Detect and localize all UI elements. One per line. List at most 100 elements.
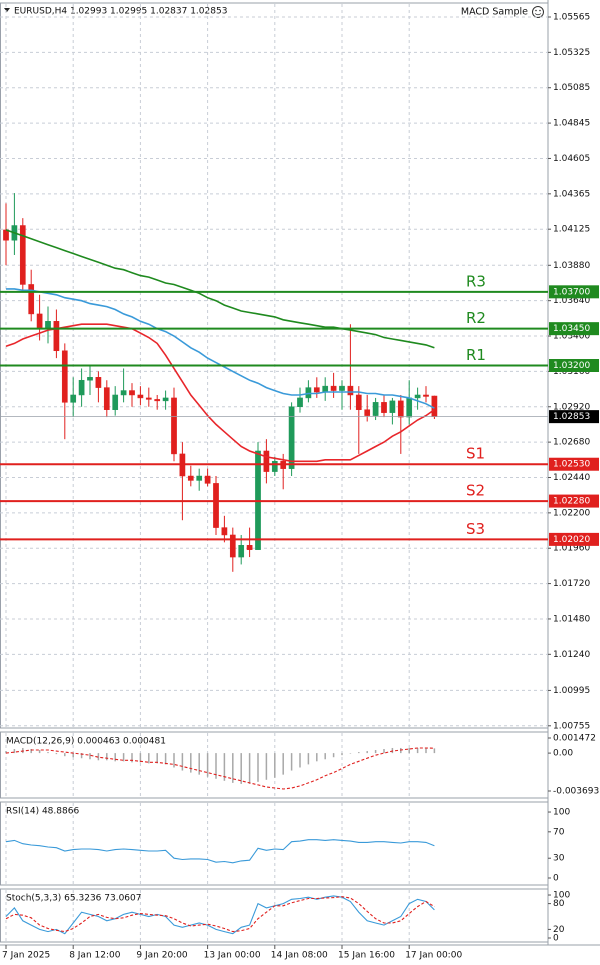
histogram-bar: [374, 750, 377, 754]
histogram-bar: [164, 753, 167, 765]
histogram-bar: [248, 753, 251, 784]
indicator-line: [5, 229, 435, 349]
candle-body: [137, 394, 144, 399]
candle-body: [78, 379, 85, 396]
candle-body: [28, 284, 35, 315]
candle-body: [406, 397, 413, 418]
candle-body: [238, 545, 245, 558]
histogram-bar: [13, 749, 16, 754]
last-price-label: 1.02853: [553, 412, 590, 422]
y-tick-label: 1.01240: [553, 650, 590, 660]
y-tick-label: 1.04845: [553, 119, 590, 129]
y-tick-label: 0.00: [553, 749, 573, 759]
y-tick-label: 1.05565: [553, 12, 590, 22]
histogram-bar: [282, 753, 284, 775]
level-price-box: [549, 494, 599, 508]
candle-body: [103, 387, 110, 410]
candle-body: [112, 394, 119, 410]
level-price-label: 1.03200: [553, 361, 590, 371]
y-tick-label: 70: [553, 827, 565, 837]
candle-body: [171, 397, 177, 455]
level-price-box: [549, 457, 599, 471]
indicator-line: [5, 323, 435, 463]
y-tick-label: 1.04605: [553, 154, 590, 164]
y-tick-label: 1.03880: [553, 261, 590, 271]
histogram-bar: [416, 747, 419, 754]
candle-body: [45, 321, 51, 329]
candle-body: [414, 394, 421, 399]
histogram-bar: [265, 753, 268, 780]
y-tick-label: 100: [553, 808, 570, 818]
y-tick-label: 1.05325: [553, 48, 590, 58]
histogram-bar: [106, 753, 108, 761]
histogram-bar: [97, 753, 100, 761]
expert-name: MACD Sample: [461, 7, 528, 18]
x-tick-label: 14 Jan 08:00: [271, 951, 328, 961]
candle-body: [120, 390, 127, 396]
level-name: S1: [466, 445, 485, 463]
histogram-bar: [358, 752, 360, 754]
candle-body: [372, 402, 379, 416]
histogram-bar: [64, 753, 66, 757]
expert-icon[interactable]: [532, 6, 544, 18]
candle-body: [129, 390, 135, 396]
indicator-title: Stoch(5,3,3) 65.3236 73.0607: [6, 894, 141, 904]
candle-body: [339, 385, 345, 391]
y-tick-label: 1.00995: [553, 686, 590, 696]
level-price-label: 1.02020: [553, 535, 590, 545]
y-tick-label: 1.00755: [553, 721, 590, 731]
level-price-label: 1.02280: [553, 497, 590, 507]
level-price-label: 1.02530: [553, 460, 590, 470]
candle-body: [162, 397, 169, 402]
histogram-bar: [215, 753, 217, 779]
candle-body: [61, 350, 68, 403]
histogram-bar: [425, 747, 427, 754]
y-tick-label: 0: [553, 934, 559, 944]
histogram-bar: [131, 753, 133, 763]
candle-body: [347, 385, 354, 396]
candle-body: [196, 475, 203, 481]
histogram-bar: [156, 753, 158, 764]
candle-body: [19, 225, 26, 285]
candle-body: [364, 409, 371, 416]
candle-body: [70, 394, 77, 403]
y-tick-label: 1.01720: [553, 579, 590, 589]
x-tick-label: 9 Jan 20:00: [136, 951, 188, 961]
histogram-bar: [22, 747, 24, 754]
candle-body: [229, 534, 236, 558]
histogram-bar: [5, 751, 7, 754]
histogram-bar: [89, 753, 91, 760]
candle-body: [313, 387, 320, 393]
indicator-line: [5, 839, 435, 864]
candle-body: [87, 377, 93, 381]
indicator-line: [5, 896, 435, 933]
menu-triangle[interactable]: [4, 8, 10, 12]
histogram-bar: [72, 753, 74, 758]
histogram-bar: [391, 747, 394, 754]
candle-body: [3, 229, 9, 241]
x-tick-label: 17 Jan 00:00: [405, 951, 462, 961]
expert-icon-smile: [534, 13, 542, 16]
histogram-bar: [240, 753, 242, 784]
candle-body: [423, 394, 429, 397]
histogram-bar: [433, 748, 436, 754]
y-tick-label: 0.001472: [553, 734, 596, 744]
y-tick-label: 1.01480: [553, 614, 590, 624]
histogram-bar: [299, 753, 301, 768]
x-tick-label: 15 Jan 16:00: [338, 951, 395, 961]
candle-body: [145, 397, 152, 400]
candle-body: [213, 483, 219, 528]
histogram-bar: [148, 753, 150, 764]
histogram-bar: [122, 753, 125, 762]
histogram-bar: [290, 753, 293, 771]
histogram-bar: [223, 753, 226, 781]
histogram-bar: [190, 753, 192, 773]
histogram-bar: [383, 749, 385, 754]
candle-body: [36, 313, 43, 329]
candle-body: [95, 377, 102, 388]
histogram-bar: [408, 747, 410, 754]
candle-body: [204, 475, 211, 484]
